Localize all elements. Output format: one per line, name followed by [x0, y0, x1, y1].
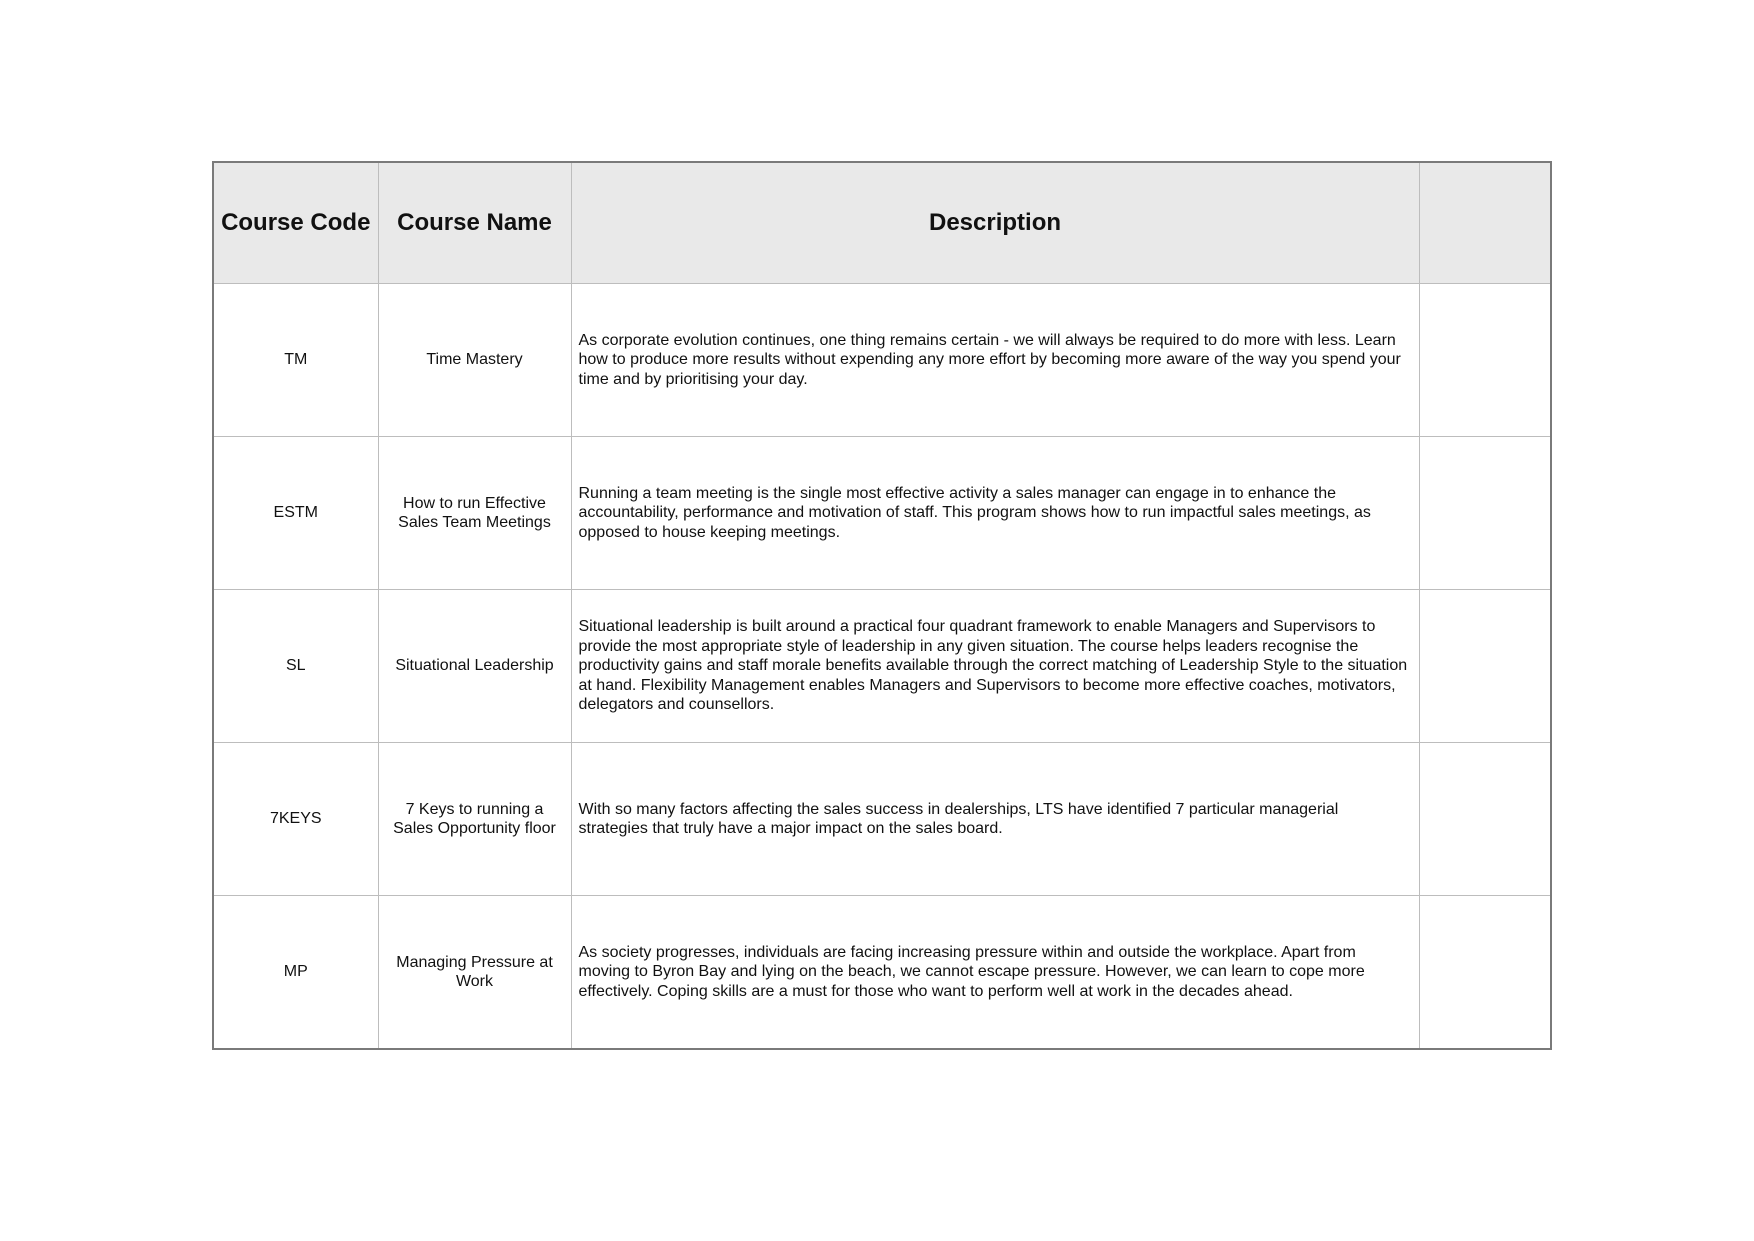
extra-cell	[1418, 283, 1552, 437]
course-code-cell: 7KEYS	[212, 742, 379, 896]
table-row: 7KEYS 7 Keys to running a Sales Opportuni…	[212, 742, 1552, 896]
description-cell: As society progresses, individuals are f…	[570, 895, 1420, 1050]
course-name-cell: Managing Pressure at Work	[377, 895, 572, 1050]
extra-cell	[1418, 895, 1552, 1050]
header-description: Description	[570, 161, 1420, 284]
header-empty	[1418, 161, 1552, 284]
description-cell: Situational leadership is built around a…	[570, 589, 1420, 743]
course-code-cell: SL	[212, 589, 379, 743]
course-code-cell: ESTM	[212, 436, 379, 590]
header-course-name: Course Name	[377, 161, 572, 284]
extra-cell	[1418, 436, 1552, 590]
extra-cell	[1418, 589, 1552, 743]
description-cell: As corporate evolution continues, one th…	[570, 283, 1420, 437]
course-name-cell: 7 Keys to running a Sales Opportunity fl…	[377, 742, 572, 896]
description-cell: With so many factors affecting the sales…	[570, 742, 1420, 896]
course-code-cell: MP	[212, 895, 379, 1050]
header-course-code: Course Code	[212, 161, 379, 284]
course-table: Course Code Course Name Description TM Ti…	[212, 161, 1552, 1050]
course-name-cell: Time Mastery	[377, 283, 572, 437]
course-name-cell: How to run Effective Sales Team Meetings	[377, 436, 572, 590]
header-row: Course Code Course Name Description	[212, 161, 1552, 284]
table-row: ESTM How to run Effective Sales Team Meet…	[212, 436, 1552, 590]
table-row: SL Situational Leadership Situational lead…	[212, 589, 1552, 743]
extra-cell	[1418, 742, 1552, 896]
description-cell: Running a team meeting is the single mos…	[570, 436, 1420, 590]
course-code-cell: TM	[212, 283, 379, 437]
course-name-cell: Situational Leadership	[377, 589, 572, 743]
table-row: MP Managing Pressure at Work As society pr…	[212, 895, 1552, 1050]
table-row: TM Time Mastery As corporate evolution con…	[212, 283, 1552, 437]
